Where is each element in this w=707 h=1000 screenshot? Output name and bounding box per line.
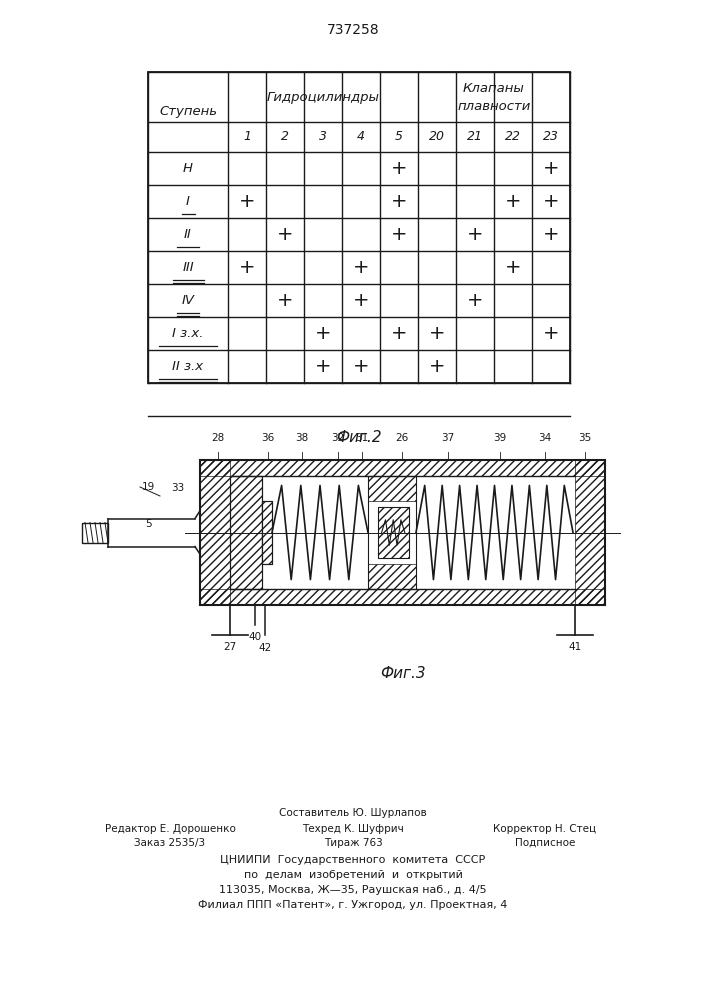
Text: 737258: 737258 xyxy=(327,23,380,37)
Text: +: + xyxy=(353,258,369,277)
Text: +: + xyxy=(353,291,369,310)
Text: 31: 31 xyxy=(356,433,368,443)
Bar xyxy=(230,476,262,589)
Bar xyxy=(368,476,416,501)
Text: Тираж 763: Тираж 763 xyxy=(324,838,382,848)
Text: +: + xyxy=(428,324,445,343)
Text: Клапаны: Клапаны xyxy=(463,82,525,95)
Text: 27: 27 xyxy=(223,642,237,652)
Text: Техред К. Шуфрич: Техред К. Шуфрич xyxy=(302,824,404,834)
Text: 37: 37 xyxy=(441,433,455,443)
Bar xyxy=(378,507,409,558)
Text: ЦНИИПИ  Государственного  комитета  СССР: ЦНИИПИ Государственного комитета СССР xyxy=(221,855,486,865)
Text: +: + xyxy=(505,192,521,211)
Text: Фиг.2: Фиг.2 xyxy=(337,430,382,446)
Text: 34: 34 xyxy=(538,433,551,443)
Bar xyxy=(368,564,416,589)
Text: 32: 32 xyxy=(332,433,344,443)
Text: Фиг.3: Фиг.3 xyxy=(380,666,426,680)
Text: 5: 5 xyxy=(145,519,151,529)
Text: II з.х: II з.х xyxy=(173,360,204,373)
Text: +: + xyxy=(315,357,332,376)
Text: 28: 28 xyxy=(211,433,225,443)
Text: 5: 5 xyxy=(395,130,403,143)
Text: +: + xyxy=(428,357,445,376)
Text: +: + xyxy=(505,258,521,277)
Text: 22: 22 xyxy=(505,130,521,143)
Text: Филиал ППП «Патент», г. Ужгород, ул. Проектная, 4: Филиал ППП «Патент», г. Ужгород, ул. Про… xyxy=(198,900,508,910)
Text: Корректор Н. Стец: Корректор Н. Стец xyxy=(493,824,597,834)
Bar xyxy=(200,589,605,605)
Text: 2: 2 xyxy=(281,130,289,143)
Text: 1: 1 xyxy=(243,130,251,143)
Text: +: + xyxy=(315,324,332,343)
Text: +: + xyxy=(543,159,559,178)
Bar xyxy=(378,507,409,558)
Text: +: + xyxy=(543,225,559,244)
Bar xyxy=(368,476,416,589)
Text: +: + xyxy=(239,258,255,277)
Text: 35: 35 xyxy=(578,433,592,443)
Text: +: + xyxy=(543,324,559,343)
Text: 42: 42 xyxy=(258,643,271,653)
Text: 19: 19 xyxy=(141,482,155,492)
Text: 4: 4 xyxy=(357,130,365,143)
Text: 3: 3 xyxy=(319,130,327,143)
Text: 39: 39 xyxy=(493,433,507,443)
Bar xyxy=(230,476,575,589)
Text: 33: 33 xyxy=(171,483,185,493)
Text: 26: 26 xyxy=(395,433,409,443)
Text: +: + xyxy=(467,225,484,244)
Bar xyxy=(200,460,230,605)
Text: IV: IV xyxy=(182,294,194,307)
Text: Составитель Ю. Шурлапов: Составитель Ю. Шурлапов xyxy=(279,808,427,818)
Text: +: + xyxy=(239,192,255,211)
Text: Ступень: Ступень xyxy=(159,105,217,118)
Text: I: I xyxy=(186,195,190,208)
Text: I з.х.: I з.х. xyxy=(173,327,204,340)
Text: 23: 23 xyxy=(543,130,559,143)
Text: Редактор Е. Дорошенко: Редактор Е. Дорошенко xyxy=(105,824,235,834)
Bar xyxy=(575,460,605,605)
Bar xyxy=(262,501,272,564)
Text: плавности: плавности xyxy=(457,100,531,112)
Text: +: + xyxy=(467,291,484,310)
Text: +: + xyxy=(391,225,407,244)
Bar xyxy=(262,501,272,564)
Text: Заказ 2535/3: Заказ 2535/3 xyxy=(134,838,206,848)
Text: II: II xyxy=(184,228,192,241)
Text: +: + xyxy=(391,159,407,178)
Text: 113035, Москва, Ж—35, Раушская наб., д. 4/5: 113035, Москва, Ж—35, Раушская наб., д. … xyxy=(219,885,487,895)
Text: по  делам  изобретений  и  открытий: по делам изобретений и открытий xyxy=(244,870,462,880)
Text: III: III xyxy=(182,261,194,274)
Bar xyxy=(200,460,605,605)
Text: 41: 41 xyxy=(568,642,582,652)
Text: +: + xyxy=(391,324,407,343)
Text: +: + xyxy=(391,192,407,211)
Text: 36: 36 xyxy=(262,433,274,443)
Bar xyxy=(200,460,605,476)
Text: 21: 21 xyxy=(467,130,483,143)
Bar xyxy=(148,72,570,383)
Text: Н: Н xyxy=(183,162,193,175)
Text: +: + xyxy=(543,192,559,211)
Text: 40: 40 xyxy=(248,632,262,642)
Text: +: + xyxy=(353,357,369,376)
Text: +: + xyxy=(276,225,293,244)
Bar xyxy=(82,522,108,542)
Text: Гидроцилиндры: Гидроцилиндры xyxy=(267,91,380,104)
Bar xyxy=(230,476,262,589)
Text: 38: 38 xyxy=(296,433,309,443)
Text: 20: 20 xyxy=(429,130,445,143)
Text: +: + xyxy=(276,291,293,310)
Text: Подписное: Подписное xyxy=(515,838,575,848)
